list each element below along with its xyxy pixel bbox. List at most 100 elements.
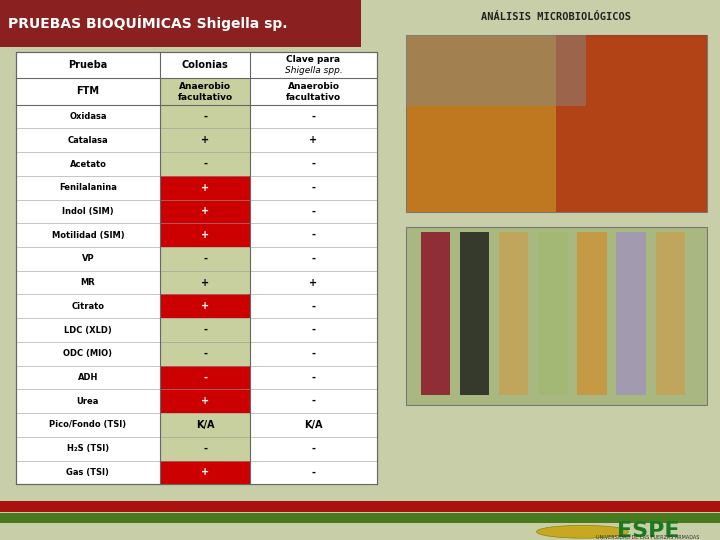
Bar <box>251 461 377 484</box>
Text: Pico/Fondo (TSI): Pico/Fondo (TSI) <box>50 421 127 429</box>
Text: +: + <box>310 278 318 288</box>
Bar <box>251 200 377 224</box>
Bar <box>557 35 707 212</box>
Text: -: - <box>312 112 315 122</box>
Bar <box>251 152 377 176</box>
Text: Anaerobio: Anaerobio <box>287 82 340 91</box>
Bar <box>0 501 392 512</box>
Bar <box>160 224 251 247</box>
Bar <box>392 501 720 512</box>
Text: LDC (XLD): LDC (XLD) <box>64 326 112 335</box>
Bar <box>251 294 377 318</box>
Text: MR: MR <box>81 278 95 287</box>
Bar <box>0 0 361 47</box>
Text: -: - <box>203 159 207 169</box>
Bar <box>251 176 377 200</box>
Bar <box>251 129 377 152</box>
Text: -: - <box>312 159 315 169</box>
Bar <box>499 232 528 395</box>
Text: PRUEBAS BIOQUÍMICAS Shigella sp.: PRUEBAS BIOQUÍMICAS Shigella sp. <box>8 16 287 31</box>
Bar <box>160 342 251 366</box>
Text: +: + <box>201 396 210 406</box>
Text: -: - <box>203 349 207 359</box>
Bar <box>160 413 251 437</box>
Text: Fenilalanina: Fenilalanina <box>59 183 117 192</box>
Text: -: - <box>203 325 207 335</box>
Text: Gas (TSI): Gas (TSI) <box>66 468 109 477</box>
Bar <box>160 129 251 152</box>
Text: facultativo: facultativo <box>286 93 341 102</box>
Bar <box>160 294 251 318</box>
Text: -: - <box>312 444 315 454</box>
Text: H₂S (TSI): H₂S (TSI) <box>67 444 109 453</box>
Bar <box>405 227 707 405</box>
Text: -: - <box>312 396 315 406</box>
Bar <box>251 437 377 461</box>
Text: K/A: K/A <box>196 420 215 430</box>
Text: Clave para: Clave para <box>287 55 341 64</box>
Text: +: + <box>201 183 210 193</box>
Text: -: - <box>312 349 315 359</box>
Bar <box>251 413 377 437</box>
Bar <box>420 232 450 395</box>
Text: Shigella spp.: Shigella spp. <box>284 66 343 75</box>
Bar <box>160 78 251 105</box>
Text: -: - <box>203 444 207 454</box>
Bar <box>405 35 707 212</box>
Bar <box>160 366 251 389</box>
Text: -: - <box>203 254 207 264</box>
Bar <box>160 461 251 484</box>
Bar <box>251 247 377 271</box>
Text: -: - <box>203 373 207 382</box>
Bar <box>160 200 251 224</box>
Text: Urea: Urea <box>77 397 99 406</box>
Bar <box>577 232 607 395</box>
Bar <box>251 105 377 129</box>
Bar <box>160 389 251 413</box>
Text: Catalasa: Catalasa <box>68 136 108 145</box>
Text: -: - <box>312 301 315 312</box>
Text: FTM: FTM <box>76 86 99 96</box>
Bar <box>656 232 685 395</box>
Text: Citrato: Citrato <box>71 302 104 311</box>
Text: +: + <box>201 278 210 288</box>
Bar <box>392 514 720 523</box>
Text: -: - <box>312 206 315 217</box>
Bar <box>460 232 489 395</box>
Text: Motilidad (SIM): Motilidad (SIM) <box>52 231 125 240</box>
Text: Indol (SIM): Indol (SIM) <box>62 207 114 216</box>
Text: Anaerobio: Anaerobio <box>179 82 231 91</box>
Text: ESPE: ESPE <box>616 521 679 540</box>
Text: -: - <box>312 230 315 240</box>
Bar <box>251 224 377 247</box>
Text: Acetato: Acetato <box>69 159 107 168</box>
Bar <box>251 271 377 294</box>
Circle shape <box>536 525 629 538</box>
Text: VP: VP <box>81 254 94 264</box>
Text: +: + <box>201 301 210 312</box>
Text: -: - <box>312 373 315 382</box>
Bar <box>0 514 392 523</box>
Text: UNIVERSIDAD DE LAS FUERZAS ARMADAS: UNIVERSIDAD DE LAS FUERZAS ARMADAS <box>596 535 700 540</box>
Text: +: + <box>310 136 318 145</box>
Bar <box>160 152 251 176</box>
Bar <box>251 389 377 413</box>
Bar <box>251 366 377 389</box>
Text: Colonias: Colonias <box>182 60 229 70</box>
Bar <box>160 105 251 129</box>
Bar <box>251 318 377 342</box>
Text: ODC (MIO): ODC (MIO) <box>63 349 112 358</box>
Text: Prueba: Prueba <box>68 60 107 70</box>
Bar <box>616 232 646 395</box>
Text: -: - <box>312 325 315 335</box>
Bar <box>160 318 251 342</box>
Bar <box>160 176 251 200</box>
Bar <box>160 247 251 271</box>
Text: -: - <box>312 183 315 193</box>
Text: +: + <box>201 467 210 477</box>
Text: ANÁLISIS MICROBIOLÓGICOS: ANÁLISIS MICROBIOLÓGICOS <box>481 12 631 22</box>
Text: ADH: ADH <box>78 373 98 382</box>
Text: K/A: K/A <box>305 420 323 430</box>
Text: -: - <box>312 254 315 264</box>
Text: +: + <box>201 136 210 145</box>
